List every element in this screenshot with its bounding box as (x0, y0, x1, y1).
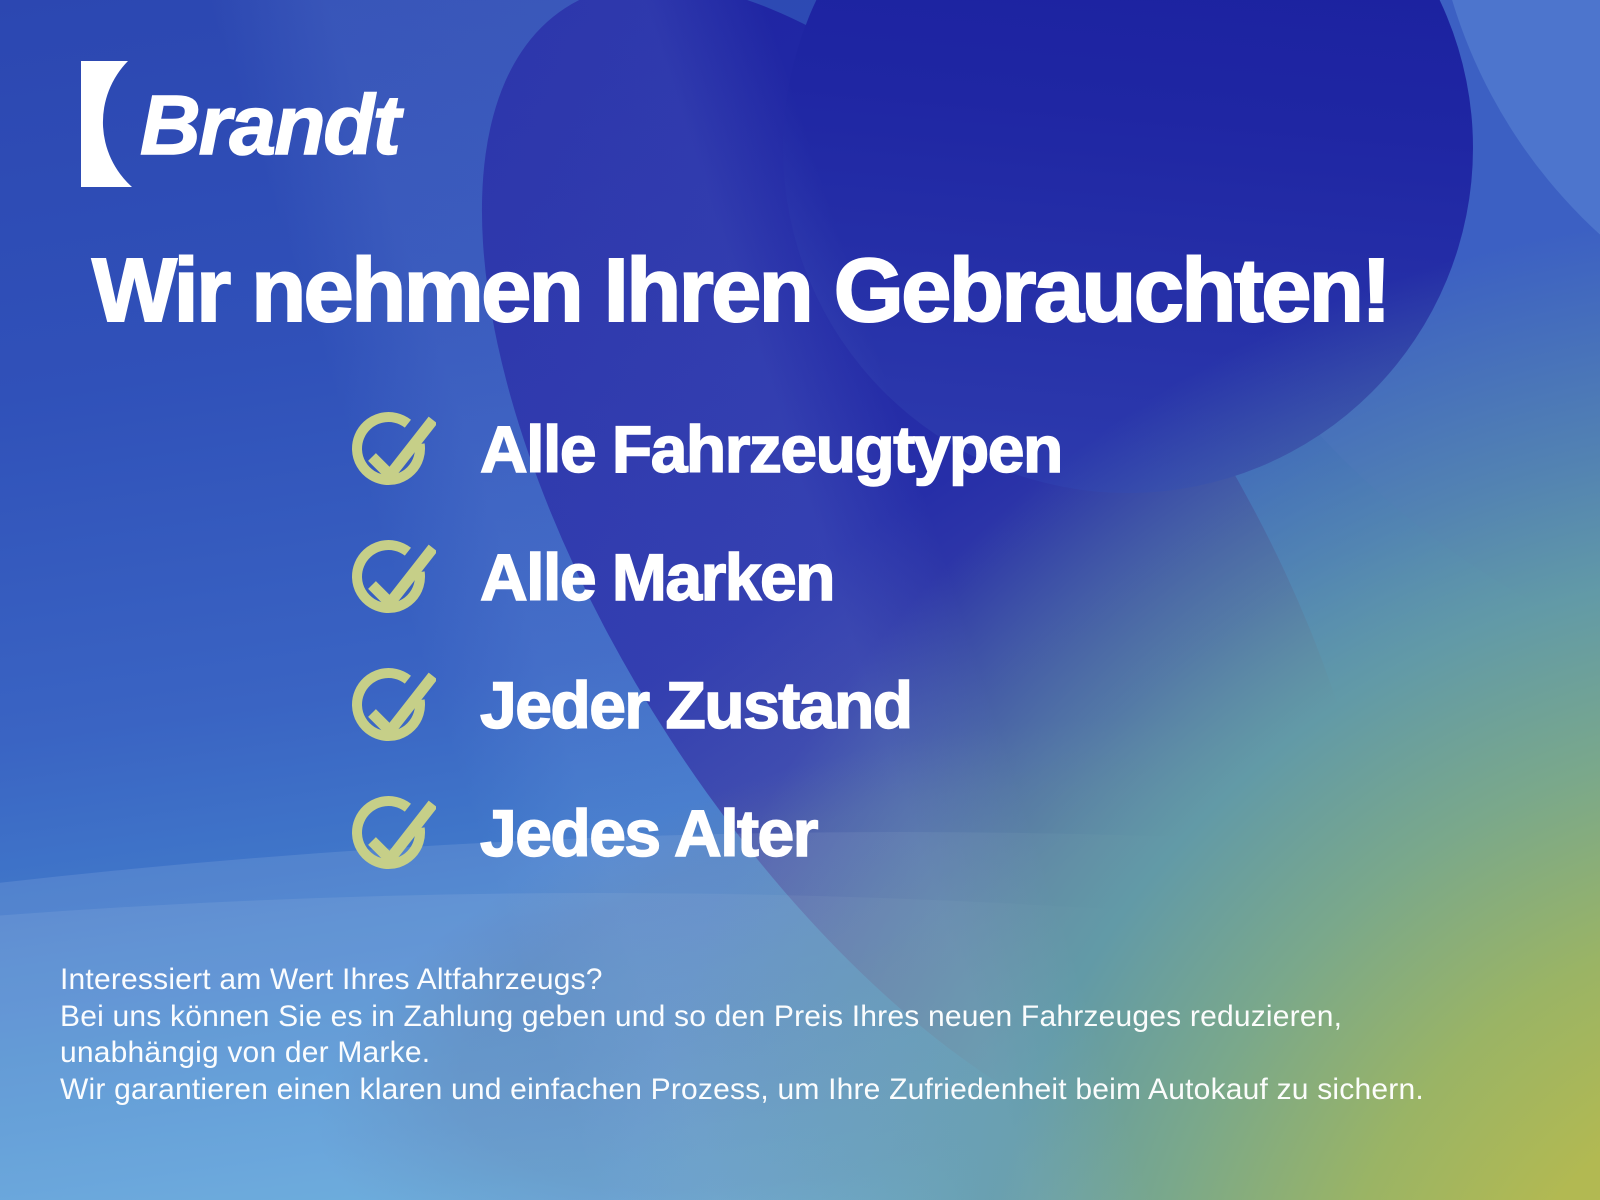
footnote-line: unabhängig von der Marke. (60, 1036, 431, 1069)
checklist-item-label: Alle Fahrzeugtypen (479, 411, 1064, 487)
footnote-line: Wir garantieren einen klaren und einfach… (60, 1072, 1424, 1106)
check-circle-icon (352, 540, 436, 614)
footnote-line: Interessiert am Wert Ihres Altfahrzeugs? (60, 963, 603, 996)
brand-logo: Brandt (80, 60, 401, 188)
headline: Wir nehmen Ihren Gebrauchten! (91, 241, 1392, 341)
check-circle-icon (352, 668, 436, 742)
checklist-item-label: Alle Marken (479, 539, 836, 615)
checklist-item: Jedes Alter (352, 789, 1062, 877)
checklist-item: Alle Marken (352, 533, 1062, 621)
checklist-item: Jeder Zustand (352, 661, 1062, 749)
checklist-item-label: Jeder Zustand (479, 667, 914, 743)
brand-name: Brandt (139, 77, 401, 173)
check-circle-icon (352, 796, 436, 870)
footnote: Interessiert am Wert Ihres Altfahrzeugs?… (60, 962, 1560, 1108)
footnote-line: Bei uns können Sie es in Zahlung geben u… (60, 999, 1343, 1033)
checklist-item: Alle Fahrzeugtypen (352, 405, 1064, 493)
checklist: Alle Fahrzeugtypen Alle Marken Jeder Zus… (352, 405, 1064, 917)
brand-mark-icon (81, 61, 132, 187)
checklist-item-label: Jedes Alter (479, 795, 819, 871)
check-circle-icon (352, 412, 436, 486)
